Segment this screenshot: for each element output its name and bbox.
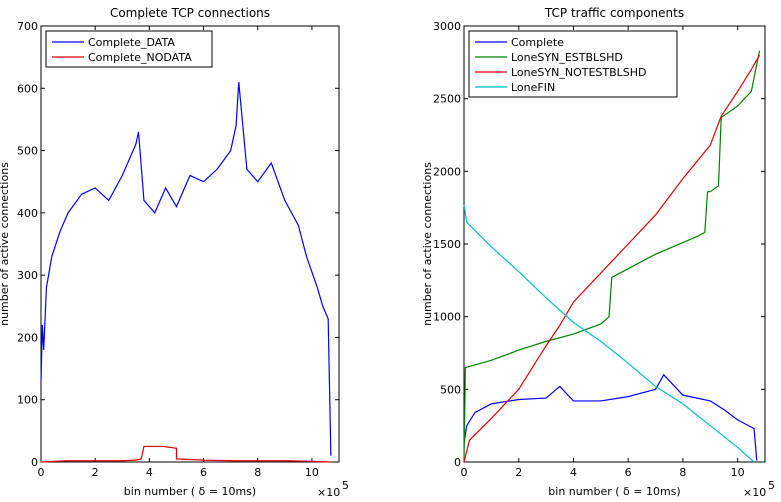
left-legend: Complete_DATA Complete_NODATA xyxy=(45,30,213,68)
left-ytick-label: 200 xyxy=(17,331,38,344)
left-legend-box xyxy=(45,30,213,68)
right-ytick-label: 1500 xyxy=(433,238,461,251)
left-xtick-label: 0 xyxy=(38,466,45,479)
right-xtick-label: 4 xyxy=(570,466,577,479)
right-legend-entry: Complete xyxy=(511,36,564,49)
right-legend-entry: LoneSYN_ESTBLSHD xyxy=(511,51,623,64)
right-ytick-label: 1000 xyxy=(433,311,461,324)
left-ytick-label: 100 xyxy=(17,394,38,407)
left-x-multiplier: ×10 xyxy=(317,486,340,499)
right-ytick-label: 2500 xyxy=(433,93,461,106)
right-series-lonesyn-notestblshd-line xyxy=(463,54,761,463)
right-x-multiplier: ×10 xyxy=(743,486,766,499)
left-x-axis-label: bin number ( δ = 10ms) xyxy=(124,485,256,498)
left-x-multiplier-exponent: 5 xyxy=(342,479,349,492)
left-xtick-label: 10 xyxy=(305,466,319,479)
right-ytick-label: 500 xyxy=(440,383,461,396)
right-series-complete-line xyxy=(463,373,758,461)
right-xtick-label: 0 xyxy=(461,466,468,479)
right-x-multiplier-exponent: 5 xyxy=(768,479,775,492)
right-xtick-label: 2 xyxy=(515,466,522,479)
left-chart-panel: Complete TCP connections0100200300400500… xyxy=(0,6,349,499)
left-ytick-label: 0 xyxy=(31,456,38,469)
left-xtick-label: 8 xyxy=(254,466,261,479)
left-chart-title: Complete TCP connections xyxy=(110,6,270,20)
right-legend-entry: LoneFIN xyxy=(511,81,555,94)
left-legend-entry: Complete_DATA xyxy=(88,36,175,49)
right-ytick-label: 2000 xyxy=(433,165,461,178)
right-xtick-label: 6 xyxy=(625,466,632,479)
right-legend-entry: LoneSYN_NOTESTBLSHD xyxy=(511,66,647,79)
right-series-lonesyn-estblshd-line xyxy=(463,50,761,463)
right-y-axis-label: number of active connections xyxy=(421,162,434,326)
right-legend: Complete LoneSYN_ESTBLSHD LoneSYN_NOTESTBL… xyxy=(468,30,678,98)
right-series-lonefin-line xyxy=(463,204,755,463)
right-ytick-label: 3000 xyxy=(433,20,461,33)
right-ytick-label: 0 xyxy=(454,456,461,469)
right-chart-title: TCP traffic components xyxy=(544,6,684,20)
left-xtick-label: 4 xyxy=(146,466,153,479)
right-xtick-label: 8 xyxy=(679,466,686,479)
left-series-complete-nodata-line xyxy=(40,445,331,463)
left-series-complete-data-line xyxy=(40,82,332,456)
left-ytick-label: 300 xyxy=(17,269,38,282)
left-legend-entry: Complete_NODATA xyxy=(88,51,192,64)
left-xtick-label: 2 xyxy=(92,466,99,479)
left-ytick-label: 700 xyxy=(17,20,38,33)
left-ytick-label: 600 xyxy=(17,82,38,95)
left-y-axis-label: number of active connections xyxy=(0,162,11,326)
left-ytick-label: 500 xyxy=(17,145,38,158)
left-xtick-label: 6 xyxy=(200,466,207,479)
left-plot-area xyxy=(40,25,340,463)
right-chart-panel: TCP traffic components050010001500200025… xyxy=(421,6,775,499)
right-xtick-label: 10 xyxy=(731,466,745,479)
left-ytick-label: 400 xyxy=(17,207,38,220)
right-x-axis-label: bin number ( δ = 10ms) xyxy=(548,485,680,498)
